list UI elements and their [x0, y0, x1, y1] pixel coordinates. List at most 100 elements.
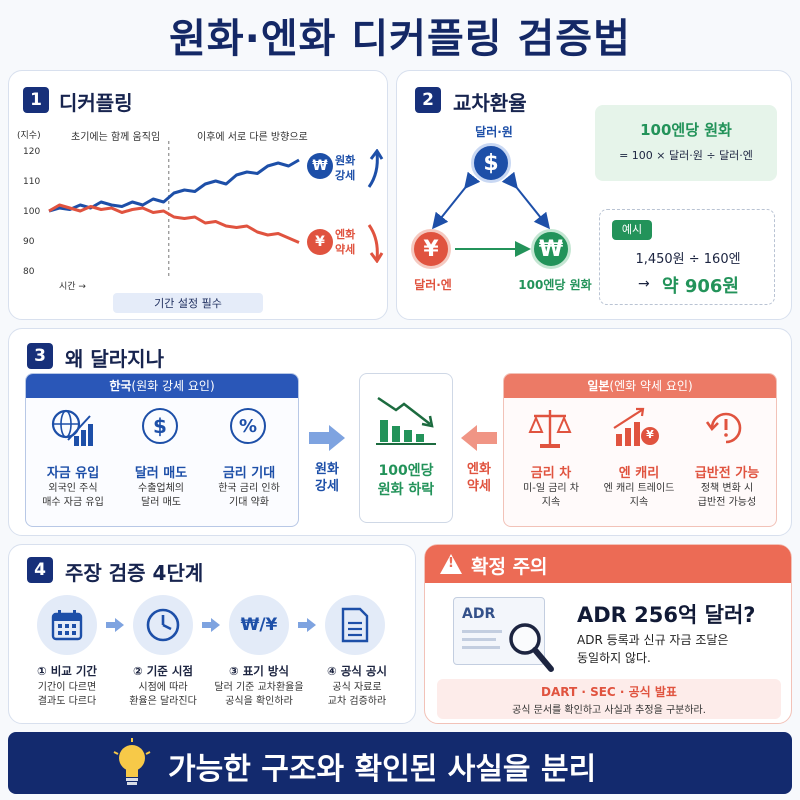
yen-icon: ¥	[307, 229, 333, 255]
japan-header-main: 일본	[587, 379, 610, 393]
adr-doc-label: ADR	[462, 606, 496, 622]
node-krw-per-100jpy-label: 100엔당 원화	[518, 278, 592, 292]
section-number: 1	[23, 87, 49, 113]
yen-weakness-label: 엔화 약세	[335, 227, 355, 257]
globe-growth-icon	[51, 409, 93, 446]
result-box: 100엔당 원화 하락	[359, 373, 453, 523]
example-tag: 예시	[612, 220, 652, 240]
yen-coin-symbol: ¥	[646, 428, 654, 441]
desc-line2: 지속	[541, 497, 561, 508]
desc-line1: 엔 캐리 트레이드	[603, 483, 675, 494]
desc-line1: 수출업체의	[138, 483, 184, 494]
sources-box: DART · SEC · 공식 발표 공식 문서를 확인하고 사실과 추정을 구…	[437, 679, 781, 719]
doc-line	[462, 638, 496, 641]
cross-rate-arrows	[432, 171, 550, 257]
formula-box: 100엔당 원화 = 100 × 달러·원 ÷ 달러·엔	[595, 105, 777, 181]
yen-weakness-label: 엔화 약세	[459, 461, 499, 495]
label-line2: 약세	[467, 479, 491, 494]
x-axis-label: 시간 →	[59, 282, 86, 292]
example-line: 1,450원 ÷ 160엔	[635, 252, 741, 267]
step-desc: 시점에 따라 환율은 달라진다	[113, 681, 213, 709]
section-number: 4	[27, 557, 53, 583]
left-arrow-icon	[461, 425, 497, 451]
won-yen-symbol: ₩/¥	[240, 615, 278, 635]
verification-steps-panel: 4 주장 검증 4단계 ₩/¥ ① 비교 기간 기간이 다르면 결과도 다르다 …	[8, 544, 416, 724]
desc-line1: 시점에 따라	[138, 682, 188, 693]
dollar-down-icon: $	[142, 408, 178, 444]
y-tick-label: 90	[23, 237, 35, 247]
won-icon: ₩	[307, 153, 333, 179]
y-tick-label: 80	[23, 267, 35, 277]
step-arrow-icon	[106, 618, 124, 632]
japan-factor-desc: 정책 변화 시 급반전 가능성	[684, 482, 770, 510]
won-icon: ₩	[531, 229, 571, 269]
japan-factor-desc: 엔 캐리 트레이드 지속	[596, 482, 682, 510]
step-desc: 기간이 다르면 결과도 다르다	[17, 681, 117, 709]
desc-line2: 공식을 확인하라	[225, 696, 293, 707]
desc-line1: 외국인 주식	[48, 483, 98, 494]
section-number: 2	[415, 87, 441, 113]
reversal-alert-icon	[705, 412, 742, 444]
page-title: 원화·엔화 디커플링 검증법	[169, 16, 631, 62]
won-strength-label: 원화 강세	[335, 153, 355, 183]
why-different-panel: 3 왜 달라지나 한국(원화 강세 요인) 자금 유입 외국인 주식 매수 자금…	[8, 328, 792, 536]
y-tick-label: 100	[23, 207, 40, 217]
cross-rate-panel: 2 교차환율 달러·원 $ ¥ ₩ 달러·엔 100엔당 원화 100엔당 원화…	[396, 70, 792, 320]
caution-heading: 확정 주의	[471, 556, 548, 578]
warning-mark: !	[448, 556, 454, 571]
step-title: ③ 표기 방식	[228, 664, 290, 678]
formula-title: 100엔당 원화	[640, 121, 732, 139]
desc-line2: 동일하지 않다.	[577, 651, 651, 665]
desc-line1: 기간이 다르면	[37, 682, 97, 693]
label-line1: 엔화	[467, 462, 491, 477]
example-box: 예시 1,450원 ÷ 160엔 → 약 906원	[599, 209, 775, 305]
result-line1: 100엔당	[378, 463, 434, 479]
declining-chart-icon	[376, 396, 436, 445]
clock-icon	[133, 595, 193, 655]
step-arrow-icon	[298, 618, 316, 632]
section-heading: 교차환율	[453, 91, 527, 115]
korea-header-sub: (원화 강세 요인)	[131, 379, 215, 393]
decoupling-panel: 1 디커플링 (지수) 초기에는 함께 움직임 이후에 서로 다른 방향으로 1…	[8, 70, 388, 320]
step-desc: 공식 자료로 교차 검증하라	[307, 681, 407, 709]
percent-icon: %	[230, 408, 266, 444]
caution-header	[425, 545, 791, 583]
calendar-icon	[37, 595, 97, 655]
desc-line2: 달러 매도	[141, 497, 181, 508]
y-tick-label: 120	[23, 147, 40, 157]
node-usd-jpy-label: 달러·엔	[414, 278, 452, 292]
up-arrow-icon	[367, 149, 384, 188]
korea-factor-title: 자금 유입	[46, 466, 100, 481]
desc-line1: 공식 자료로	[332, 682, 382, 693]
yen-label-line1: 엔화	[335, 228, 356, 241]
node-usd-krw-label: 달러·원	[475, 125, 513, 139]
desc-line2: 급반전 가능성	[697, 497, 757, 508]
section-heading: 주장 검증 4단계	[65, 561, 204, 585]
won-yen-notation-icon: ₩/¥	[229, 595, 289, 655]
korea-header: 한국(원화 강세 요인)	[26, 374, 298, 398]
korea-factor-desc: 수출업체의 달러 매도	[118, 482, 204, 510]
section-heading: 왜 달라지나	[65, 347, 164, 371]
japan-factor-desc: 미-일 금리 차 지속	[508, 482, 594, 510]
step-title: ① 비교 기간	[36, 664, 98, 678]
korea-factor-desc: 외국인 주식 매수 자금 유입	[30, 482, 116, 510]
step-title: ④ 공식 공시	[326, 664, 388, 678]
magnifier-icon	[509, 623, 554, 672]
section-number: 3	[27, 343, 53, 369]
doc-line	[462, 646, 500, 649]
down-arrow-icon	[367, 224, 384, 263]
annotation-left: 초기에는 함께 움직임	[71, 132, 161, 143]
yen-icon: ¥	[411, 229, 451, 269]
desc-line2: 결과도 다르다	[37, 696, 97, 707]
japan-factor-title: 금리 차	[530, 466, 572, 481]
korea-factors-box: 한국(원화 강세 요인) 자금 유입 외국인 주식 매수 자금 유입 $ 달러 …	[25, 373, 299, 527]
step-title: ② 기준 시점	[132, 664, 194, 678]
document-icon	[325, 595, 385, 655]
won-series-line	[48, 158, 300, 213]
example-arrow: →	[638, 276, 650, 292]
section-heading: 디커플링	[59, 91, 133, 115]
doc-line	[462, 630, 502, 633]
desc-line1: ADR 등록과 신규 자금 조달은	[577, 633, 729, 647]
period-setting-note: 기간 설정 필수	[113, 293, 263, 313]
yen-label-line2: 약세	[335, 243, 356, 256]
